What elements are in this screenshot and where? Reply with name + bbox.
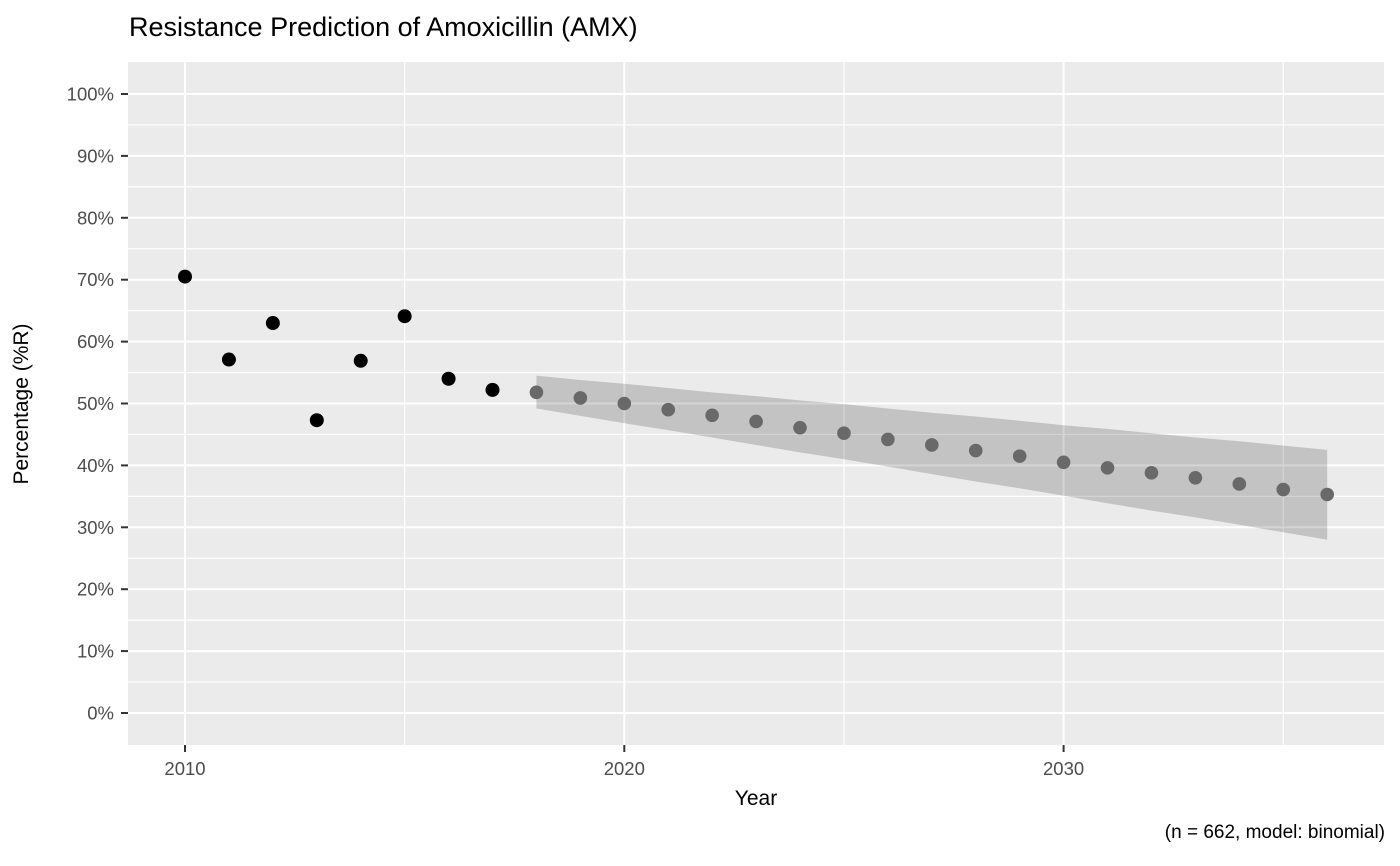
y-tick-label: 30% xyxy=(77,517,114,538)
observed-point xyxy=(309,413,324,428)
predicted-point xyxy=(529,385,544,400)
predicted-point xyxy=(881,432,895,447)
predicted-point xyxy=(837,426,851,441)
observed-point xyxy=(485,382,500,397)
predicted-point xyxy=(1056,455,1071,470)
y-tick-label: 40% xyxy=(77,455,114,476)
y-tick-label: 80% xyxy=(77,207,114,228)
predicted-point xyxy=(1012,449,1027,463)
predicted-point xyxy=(617,396,632,411)
x-tick-label: 2030 xyxy=(1043,758,1084,779)
chart-title: Resistance Prediction of Amoxicillin (AM… xyxy=(129,12,638,42)
predicted-point xyxy=(1320,487,1334,502)
x-tick-label: 2010 xyxy=(164,758,205,779)
predicted-point xyxy=(1276,482,1291,497)
predicted-point xyxy=(661,402,676,417)
predicted-point xyxy=(573,391,588,405)
y-tick-label: 90% xyxy=(77,145,114,166)
predicted-point xyxy=(968,443,983,458)
predicted-point xyxy=(749,414,763,429)
predicted-point xyxy=(1188,470,1203,485)
y-tick-label: 60% xyxy=(77,331,114,352)
predicted-point xyxy=(1144,466,1159,480)
y-tick-label: 70% xyxy=(77,269,114,290)
observed-point xyxy=(353,353,368,368)
observed-point xyxy=(397,309,412,324)
predicted-point xyxy=(1232,477,1247,491)
chart-caption: (n = 662, model: binomial) xyxy=(1164,822,1385,843)
confidence-ribbon xyxy=(536,375,1328,540)
observed-point xyxy=(178,269,192,284)
observed-point xyxy=(265,316,280,331)
predicted-point xyxy=(925,438,939,452)
y-tick-label: 20% xyxy=(77,579,114,600)
y-axis-title: Percentage (%R) xyxy=(10,323,33,485)
predicted-point xyxy=(793,420,807,435)
y-tick-label: 10% xyxy=(77,641,114,662)
x-tick-label: 2020 xyxy=(604,758,645,779)
observed-point xyxy=(221,352,236,367)
predicted-point xyxy=(705,408,719,423)
y-tick-label: 100% xyxy=(67,84,114,105)
observed-point xyxy=(441,371,456,386)
y-tick-label: 0% xyxy=(87,703,114,724)
y-tick-label: 50% xyxy=(77,393,114,414)
predicted-point xyxy=(1100,461,1115,475)
x-axis-title: Year xyxy=(734,787,778,810)
